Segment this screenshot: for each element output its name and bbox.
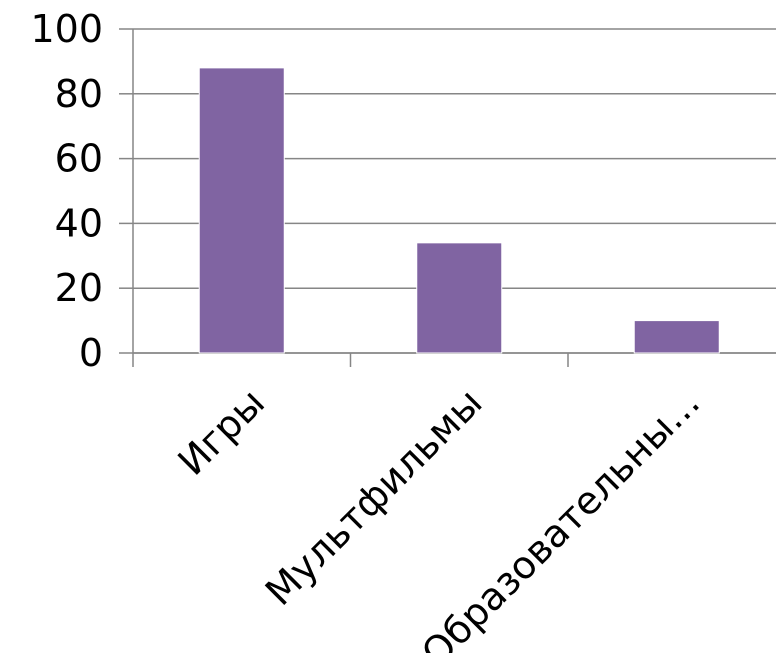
bar	[633, 320, 720, 354]
x-category-label: Игры	[170, 380, 274, 484]
y-tick-label: 80	[55, 72, 103, 116]
bar	[416, 242, 503, 354]
y-tick-label: 100	[30, 7, 103, 51]
x-category-label: Мультфильмы	[257, 380, 491, 614]
y-tick-label: 20	[55, 266, 103, 310]
y-tick-label: 0	[79, 331, 103, 375]
y-tick-label: 60	[55, 137, 103, 181]
bar	[198, 67, 285, 354]
y-tick-label: 40	[55, 201, 103, 245]
